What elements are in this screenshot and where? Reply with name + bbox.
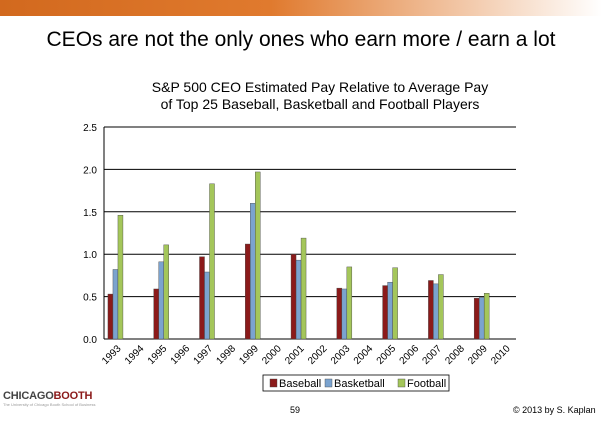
chart-title-line1: S&P 500 CEO Estimated Pay Relative to Av…: [152, 79, 488, 95]
page-number: 59: [290, 405, 301, 415]
bar-baseball-2007: [428, 280, 434, 340]
legend-label-football: Football: [407, 378, 446, 390]
bar-basketball-1997: [204, 271, 210, 340]
y-tick-label: 0.0: [83, 335, 97, 346]
bar-baseball-2001: [290, 253, 297, 340]
bar-football-1997: [209, 183, 215, 340]
logo-subtext: The University of Chicago Booth School o…: [3, 402, 96, 407]
x-tick-label: 2002: [306, 343, 330, 367]
bar-football-1995: [163, 244, 169, 340]
slide-title: CEOs are not the only ones who earn more…: [46, 28, 556, 51]
bar-baseball-1997: [199, 256, 205, 340]
grid-lines: 0.0 0.5 1.0 1.5 2.0 2.5: [83, 123, 516, 346]
bar-football-1993: [117, 214, 124, 340]
legend-label-basketball: Basketball: [334, 378, 385, 390]
logo-text-booth: BOOTH: [53, 390, 93, 402]
bar-basketball-2001: [295, 259, 302, 340]
legend-swatch-football: [397, 378, 406, 388]
y-tick-label: 1.0: [83, 250, 97, 261]
x-tick-label: 2006: [398, 343, 422, 367]
bar-basketball-1993: [112, 269, 119, 340]
x-tick-label: 2004: [352, 343, 376, 367]
bar-basketball-2009: [478, 297, 485, 340]
x-tick-label: 1995: [146, 343, 170, 367]
bar-basketball-2003: [341, 288, 348, 340]
x-tick-label: 1993: [100, 343, 124, 367]
y-tick-label: 0.5: [83, 293, 97, 304]
copyright: © 2013 by S. Kaplan: [513, 405, 596, 415]
legend-swatch-baseball: [269, 378, 278, 388]
x-tick-label: 2005: [375, 343, 399, 367]
x-tick-label: 2007: [420, 343, 444, 367]
y-tick-label: 2.5: [83, 123, 97, 134]
legend-label-baseball: Baseball: [279, 378, 321, 390]
x-tick-label: 1998: [214, 343, 238, 367]
x-tick-label: 2003: [329, 343, 353, 367]
x-tick-label: 2001: [283, 343, 307, 367]
bar-football-2005: [392, 267, 398, 340]
x-tick-label: 1999: [237, 343, 261, 367]
bar-football-2007: [438, 274, 444, 340]
bar-baseball-1995: [153, 288, 159, 340]
bar-basketball-2005: [387, 281, 393, 340]
bar-football-1999: [255, 171, 261, 340]
x-tick-label: 1994: [123, 343, 147, 367]
bar-basketball-2007: [433, 283, 439, 340]
chart-title-line2: of Top 25 Baseball, Basketball and Footb…: [161, 96, 480, 112]
bar-football-2001: [300, 237, 307, 340]
bar-baseball-2005: [382, 285, 388, 340]
chicago-booth-logo: CHICAGOBOOTH The University of Chicago B…: [3, 390, 123, 416]
bar-baseball-2009: [473, 298, 480, 340]
x-tick-label: 2008: [443, 343, 467, 367]
bar-basketball-1999: [250, 203, 256, 340]
x-tick-label: 1996: [169, 343, 193, 367]
x-tick-labels: 1993 1994 1995 1996 1997 1998 1999 2000 2001 2002…: [100, 343, 513, 367]
x-tick-label: 2009: [466, 343, 490, 367]
bar-baseball-1999: [245, 243, 251, 340]
x-tick-label: 2010: [489, 343, 513, 367]
bar-baseball-1993: [107, 293, 114, 340]
x-tick-label: 1997: [192, 343, 216, 367]
x-tick-label: 2000: [260, 343, 284, 367]
legend: Baseball Basketball Football: [262, 374, 450, 392]
title-bar-accent: [0, 0, 602, 16]
bar-baseball-2003: [336, 287, 343, 340]
y-tick-label: 1.5: [83, 208, 97, 219]
bar-football-2003: [346, 266, 353, 340]
legend-swatch-basketball: [324, 378, 333, 388]
logo-text-chicago: CHICAGO: [3, 390, 54, 402]
y-tick-label: 2.0: [83, 165, 97, 176]
bars: [107, 171, 490, 340]
bar-football-2009: [483, 293, 490, 340]
bar-basketball-1995: [158, 261, 164, 340]
